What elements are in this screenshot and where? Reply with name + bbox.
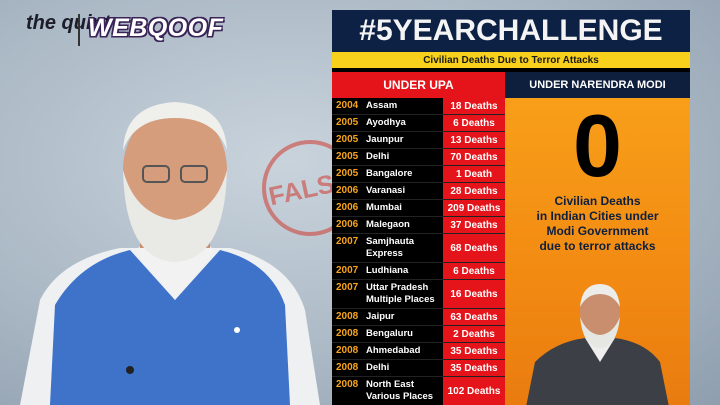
caption: Civilian Deaths in Indian Cities under Mod… [505, 194, 690, 254]
deaths: 70 Deaths [443, 149, 505, 165]
deaths: 16 Deaths [443, 280, 505, 308]
deaths: 102 Deaths [443, 377, 505, 405]
place: Ayodhya [366, 117, 406, 128]
place: Ahmedabad [366, 345, 421, 356]
year: 2007 [336, 236, 359, 247]
table-row: 2008 Ahmedabad 35 Deaths [332, 343, 505, 360]
caption-line: Modi Government [546, 224, 649, 238]
big-number: 0 [573, 96, 622, 195]
deaths: 35 Deaths [443, 360, 505, 376]
deaths: 6 Deaths [443, 263, 505, 279]
place: Malegaon [366, 219, 410, 230]
deaths: 68 Deaths [443, 234, 505, 262]
place: North East Various Places [366, 379, 434, 402]
place: Bengaluru [366, 328, 413, 339]
table-row: 2008 Bengaluru 2 Deaths [332, 326, 505, 343]
table-row: 2006 Mumbai 209 Deaths [332, 200, 505, 217]
table-row: 2008 Jaipur 63 Deaths [332, 309, 505, 326]
deaths: 37 Deaths [443, 217, 505, 233]
caption-line: Civilian Deaths [554, 194, 641, 208]
place: Delhi [366, 362, 390, 373]
year: 2008 [336, 379, 359, 390]
brand-logo: the quint [26, 12, 111, 34]
year: 2006 [336, 202, 359, 213]
year: 2005 [336, 151, 359, 162]
person-illustration [20, 102, 320, 405]
deaths: 6 Deaths [443, 115, 505, 131]
year: 2005 [336, 134, 359, 145]
table-row: 2004 Assam 18 Deaths [332, 98, 505, 115]
year: 2008 [336, 345, 359, 356]
table-row: 2007 Ludhiana 6 Deaths [332, 263, 505, 280]
year: 2006 [336, 219, 359, 230]
place: Samjhauta Express [366, 236, 415, 259]
deaths: 63 Deaths [443, 309, 505, 325]
deaths: 2 Deaths [443, 326, 505, 342]
table-row: 2006 Malegaon 37 Deaths [332, 217, 505, 234]
year: 2008 [336, 362, 359, 373]
year: 2004 [336, 100, 359, 111]
year: 2005 [336, 117, 359, 128]
table-row: 2005 Delhi 70 Deaths [332, 149, 505, 166]
right-panel: UNDER NARENDRA MODI 0 Civilian Deaths in … [505, 72, 690, 405]
place: Ludhiana [366, 265, 409, 276]
table-row: 2007 Samjhauta Express 68 Deaths [332, 234, 505, 263]
deaths: 1 Death [443, 166, 505, 182]
poster: #5YEARCHALLENGE Civilian Deaths Due to T… [332, 10, 690, 405]
place: Mumbai [366, 202, 402, 213]
place: Varanasi [366, 185, 406, 196]
year: 2008 [336, 311, 359, 322]
deaths: 209 Deaths [443, 200, 505, 216]
person-illustration [526, 284, 669, 405]
logo-divider [78, 14, 80, 46]
deaths-table: 2004 Assam 18 Deaths 2005 Ayodhya 6 Deaths 200… [332, 98, 505, 405]
table-row: 2007 Uttar Pradesh Multiple Places 16 Deat… [332, 280, 505, 309]
table-row: 2005 Bangalore 1 Death [332, 166, 505, 183]
table-row: 2005 Ayodhya 6 Deaths [332, 115, 505, 132]
place: Uttar Pradesh Multiple Places [366, 282, 435, 305]
year: 2007 [336, 265, 359, 276]
caption-line: due to terror attacks [539, 239, 656, 253]
place: Delhi [366, 151, 390, 162]
deaths: 35 Deaths [443, 343, 505, 359]
place: Jaipur [366, 311, 395, 322]
poster-subtitle: Civilian Deaths Due to Terror Attacks [332, 52, 690, 68]
section-logo: WEBQOOF [88, 14, 224, 42]
place: Bangalore [366, 168, 413, 179]
table-row: 2005 Jaunpur 13 Deaths [332, 132, 505, 149]
table-row: 2006 Varanasi 28 Deaths [332, 183, 505, 200]
right-header: UNDER NARENDRA MODI [505, 72, 690, 98]
deaths: 18 Deaths [443, 98, 505, 114]
table-row: 2008 Delhi 35 Deaths [332, 360, 505, 377]
caption-line: in Indian Cities under [536, 209, 659, 223]
table-row: 2008 North East Various Places 102 Deaths [332, 377, 505, 405]
place: Jaunpur [366, 134, 404, 145]
year: 2005 [336, 168, 359, 179]
poster-title: #5YEARCHALLENGE [332, 10, 690, 52]
left-header: UNDER UPA [332, 72, 505, 98]
deaths: 28 Deaths [443, 183, 505, 199]
year: 2007 [336, 282, 359, 293]
year: 2006 [336, 185, 359, 196]
place: Assam [366, 100, 398, 111]
deaths: 13 Deaths [443, 132, 505, 148]
year: 2008 [336, 328, 359, 339]
